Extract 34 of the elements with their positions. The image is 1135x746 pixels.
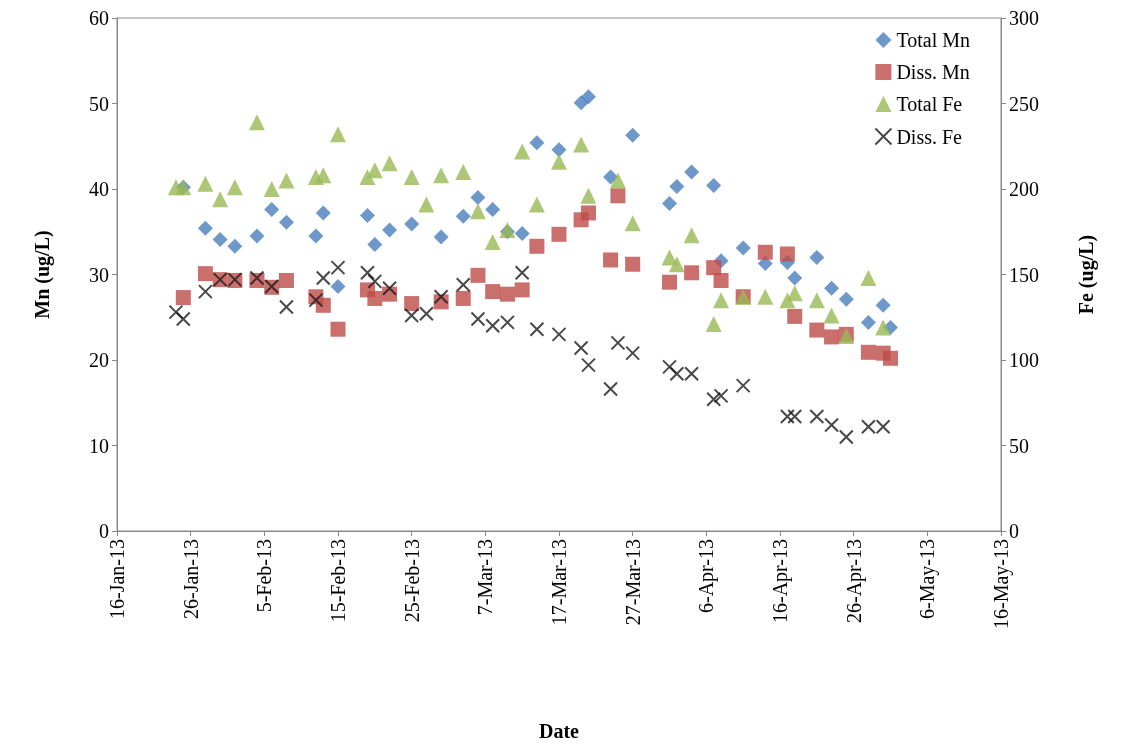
- y2-axis-title: Fe (ug/L): [1075, 234, 1098, 315]
- x-tick-label: 26-Apr-13: [842, 539, 866, 624]
- y-tick-label: 0: [99, 520, 109, 542]
- x-tick-label: 7-Mar-13: [474, 539, 497, 616]
- legend-label: Diss. Mn: [896, 61, 970, 83]
- x-tick-label: 17-Mar-13: [548, 539, 570, 626]
- x-tick-label: 26-Jan-13: [179, 539, 202, 619]
- x-axis-title: Date: [539, 720, 580, 742]
- y-tick-label: 20: [89, 349, 109, 371]
- x-tick-label: 6-May-13: [916, 539, 940, 619]
- y-tick-label: 10: [89, 434, 109, 457]
- x-tick-label: 27-Mar-13: [621, 539, 644, 626]
- y2-tick-label: 300: [1009, 7, 1039, 29]
- y-tick-label: 30: [89, 263, 109, 286]
- x-tick-label: 16-Apr-13: [769, 539, 792, 624]
- y2-tick-label: 250: [1009, 92, 1039, 115]
- x-tick-label: 5-Feb-13: [253, 539, 276, 613]
- legend-label: Total Fe: [896, 93, 963, 115]
- y-tick-label: 60: [89, 7, 109, 29]
- x-tick-label: 15-Feb-13: [327, 539, 349, 623]
- x-tick-label: 25-Feb-13: [400, 539, 423, 623]
- x-tick-label: 16-May-13: [990, 539, 1013, 629]
- x-tick-label: 6-Apr-13: [695, 539, 719, 614]
- y-axis-title: Mn (ug/L): [31, 230, 54, 319]
- y2-tick-label: 0: [1009, 520, 1019, 542]
- y2-tick-label: 200: [1009, 178, 1039, 200]
- y2-tick-label: 150: [1009, 263, 1039, 286]
- y-tick-label: 40: [89, 178, 109, 200]
- y-tick-label: 50: [89, 92, 109, 115]
- y2-tick-label: 50: [1009, 434, 1029, 457]
- y2-tick-label: 100: [1009, 349, 1039, 371]
- x-tick-label: 16-Jan-13: [106, 539, 128, 619]
- legend-label: Total Mn: [896, 29, 970, 51]
- legend-label: Diss. Fe: [896, 125, 963, 148]
